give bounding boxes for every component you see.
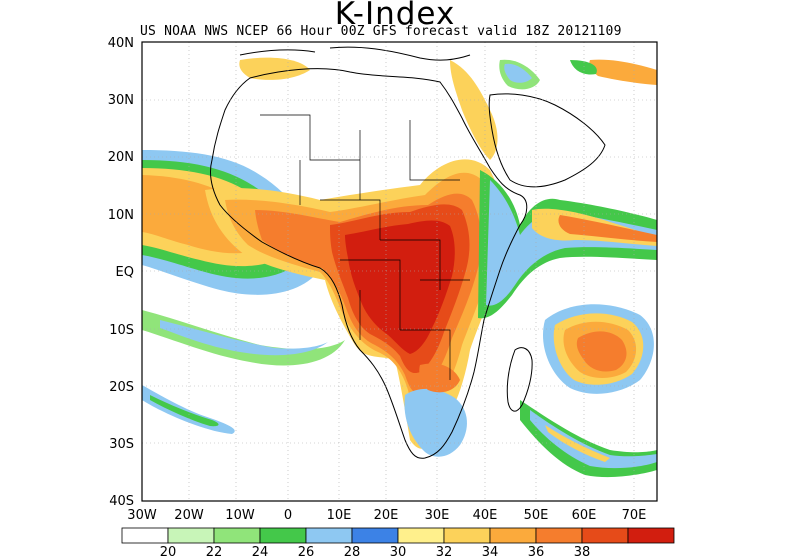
lat-tick-label: 20S	[109, 380, 134, 395]
chart-subtitle: US NOAA NWS NCEP 66 Hour 00Z GFS forecas…	[140, 24, 622, 39]
colorbar-label: 34	[482, 545, 499, 560]
lat-tick-label: EQ	[116, 265, 134, 280]
colorbar-label: 36	[528, 545, 545, 560]
colorbar-swatch	[167, 527, 215, 544]
colorbar-swatches	[121, 527, 675, 544]
east-africa-orange	[558, 215, 657, 242]
lat-tick-label: 30S	[109, 437, 134, 452]
colorbar-label: 32	[436, 545, 453, 560]
southern-africa-blue	[404, 388, 467, 457]
indian-ocean-red	[576, 331, 627, 372]
east-africa-blue	[486, 180, 657, 306]
colorbar-labels: 20 22 24 26 28 30 32 34 36 38	[160, 545, 591, 560]
colorbar-label: 24	[252, 545, 269, 560]
colorbar-swatch	[443, 527, 491, 544]
arabia-blue	[504, 63, 532, 83]
lat-tick-label: 30N	[108, 93, 134, 108]
southwest-atlantic-blue	[160, 320, 328, 356]
colorbar-swatch	[351, 527, 399, 544]
colorbar-swatch	[397, 527, 445, 544]
lat-tick-label: 40N	[108, 36, 134, 51]
lon-tick-label: 10E	[327, 508, 352, 523]
lon-tick-label: 20W	[174, 508, 204, 523]
colorbar-swatch	[121, 527, 169, 544]
southeast-streamer-yellow	[545, 425, 610, 462]
colorbar-label: 28	[344, 545, 361, 560]
colorbar-swatch	[489, 527, 537, 544]
red-sea-band	[450, 60, 498, 160]
coastlines	[209, 46, 606, 459]
lon-tick-label: 40E	[473, 508, 498, 523]
chart-title: K-Index	[334, 0, 456, 32]
colorbar-swatch	[535, 527, 583, 544]
lon-tick-label: 30E	[425, 508, 450, 523]
lon-tick-label: 30W	[127, 508, 157, 523]
colorbar-swatch	[581, 527, 629, 544]
colorbar-swatch	[627, 527, 675, 544]
graticule	[142, 42, 657, 501]
lat-tick-label: 20N	[108, 150, 134, 165]
colorbar-label: 26	[298, 545, 315, 560]
south-atlantic-streamer-inner	[150, 395, 219, 427]
lat-tick-label: 40S	[109, 494, 134, 509]
lon-tick-label: 70E	[622, 508, 647, 523]
mediterranean-band	[239, 57, 310, 80]
lat-tick-label: 10S	[109, 323, 134, 338]
colorbar-swatch	[305, 527, 353, 544]
lat-tick-label: 10N	[108, 208, 134, 223]
colorbar-label: 20	[160, 545, 177, 560]
colorbar-swatch	[259, 527, 307, 544]
lon-tick-label: 0	[284, 508, 292, 523]
colorbar-label: 30	[390, 545, 407, 560]
colorbar-swatch	[213, 527, 261, 544]
lon-axis: 30W 20W 10W 0 10E 20E 30E 40E 50E 60E 70…	[127, 508, 646, 523]
lon-tick-label: 50E	[524, 508, 549, 523]
west-arabian-sea-band	[589, 59, 657, 85]
west-arabian-sea-green	[570, 60, 597, 75]
k-index-field	[142, 42, 657, 501]
lon-tick-label: 60E	[572, 508, 597, 523]
lat-axis: 40N 30N 20N 10N EQ 10S 20S 30S 40S	[108, 36, 134, 509]
map-frame	[141, 41, 658, 502]
colorbar-label: 38	[574, 545, 591, 560]
colorbar-label: 22	[206, 545, 223, 560]
colorbar: 20 22 24 26 28 30 32 34 36 38	[121, 527, 675, 560]
lon-tick-label: 10W	[225, 508, 255, 523]
lon-tick-label: 20E	[374, 508, 399, 523]
